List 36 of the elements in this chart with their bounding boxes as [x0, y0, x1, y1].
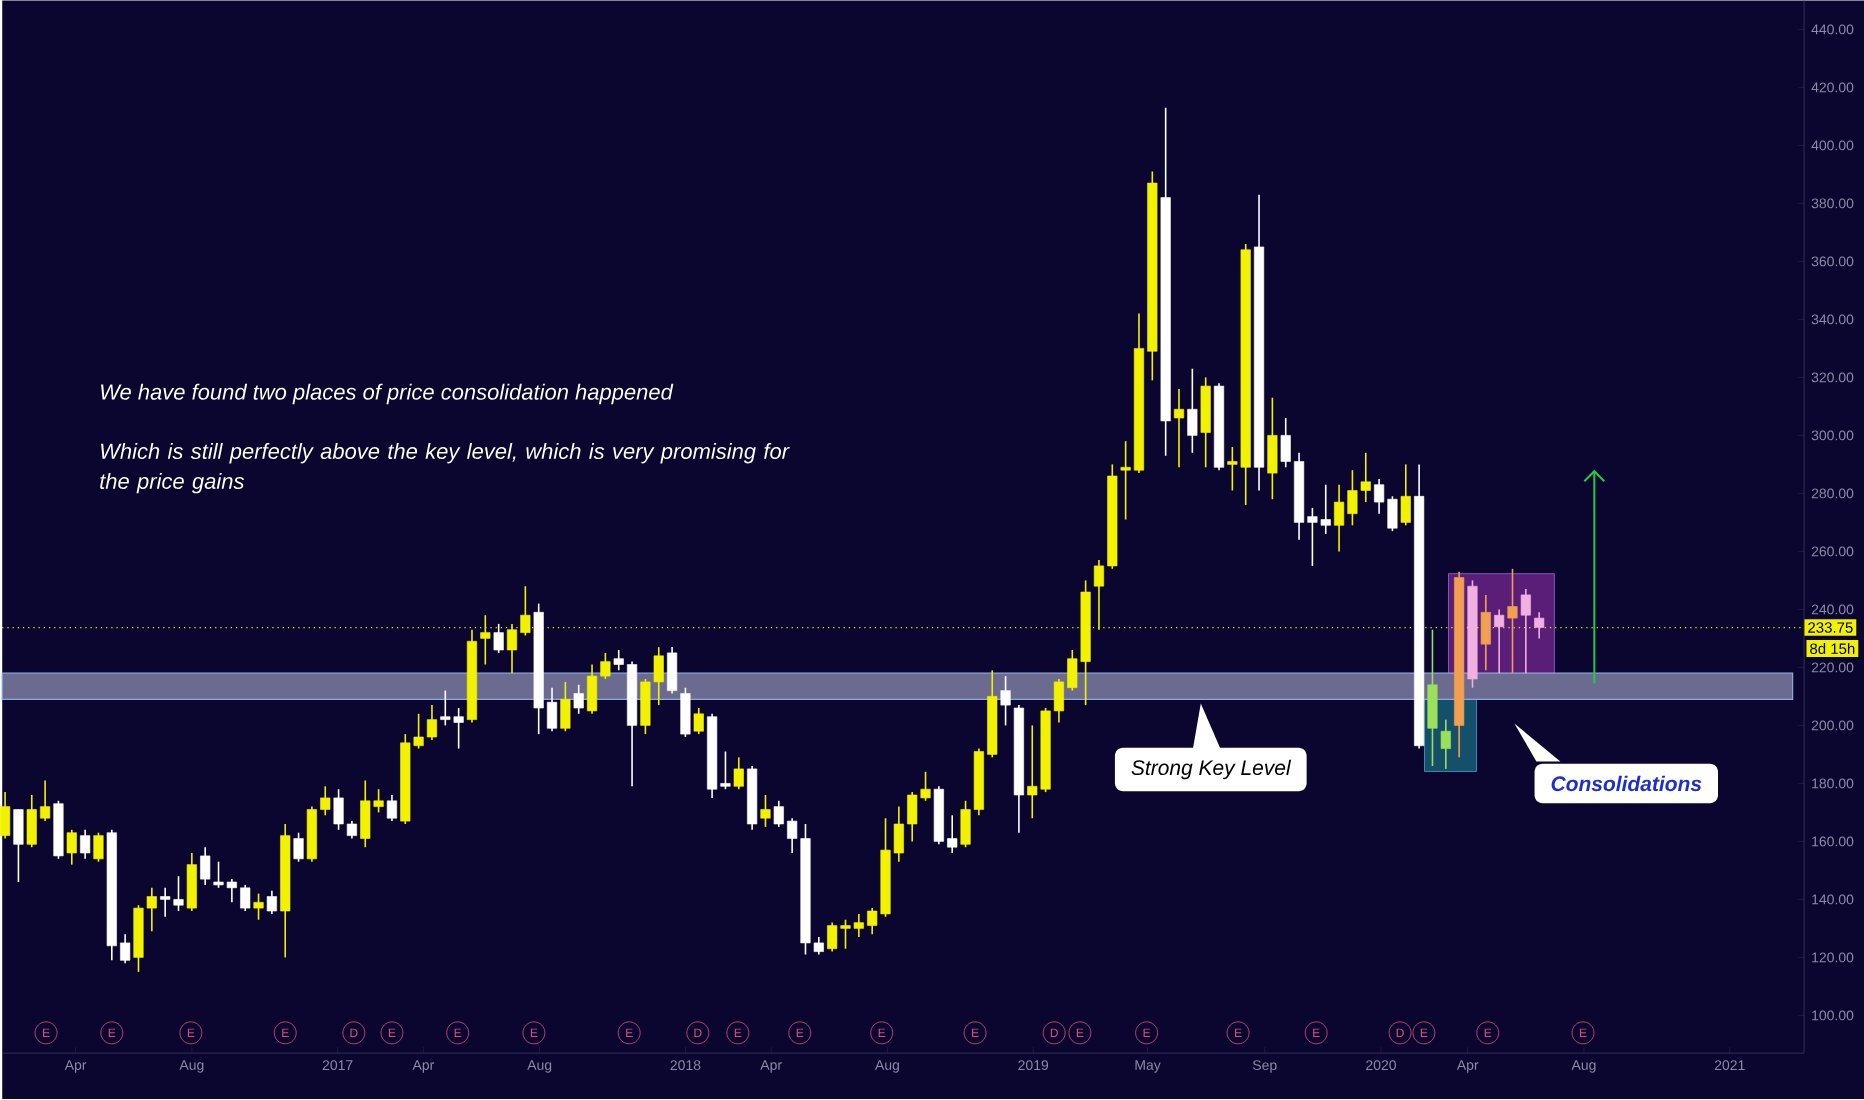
candlestick [560, 681, 571, 733]
candlestick [1187, 368, 1198, 455]
candlestick [1267, 397, 1278, 501]
candlestick [1400, 464, 1411, 527]
candlestick [1480, 594, 1491, 672]
candlestick [733, 756, 744, 791]
candlestick [493, 623, 504, 655]
candlestick [667, 646, 678, 695]
candlestick [66, 829, 77, 866]
candlestick [186, 852, 197, 913]
candlestick [13, 809, 24, 884]
candlestick [266, 890, 277, 916]
candlestick [1534, 611, 1545, 640]
candlestick [573, 684, 584, 716]
candlestick [1507, 568, 1518, 675]
candlestick [680, 687, 691, 739]
candlestick [293, 832, 304, 863]
candlestick [1440, 719, 1451, 771]
candlestick [0, 791, 11, 840]
candlestick [253, 893, 264, 921]
band-label: Strong Key Level [1131, 760, 1292, 780]
candlestick [1520, 588, 1531, 675]
annotation: Consolidations [1551, 776, 1702, 792]
candlestick [80, 829, 91, 861]
candlestick [1494, 609, 1505, 675]
candlestick [1000, 675, 1011, 727]
candlestick [693, 707, 704, 736]
annotation: We have found two places of price consolidation happened [101, 384, 674, 405]
annotation: Which is still perfectly above the key level, which is very promising for the price gains [100, 443, 790, 494]
candlestick [386, 794, 397, 823]
candlestick [1427, 629, 1438, 768]
candlestick [1200, 377, 1211, 469]
candlestick [200, 846, 211, 887]
candlestick [93, 832, 104, 863]
candlestick [1173, 388, 1185, 469]
candlestick [760, 794, 771, 829]
